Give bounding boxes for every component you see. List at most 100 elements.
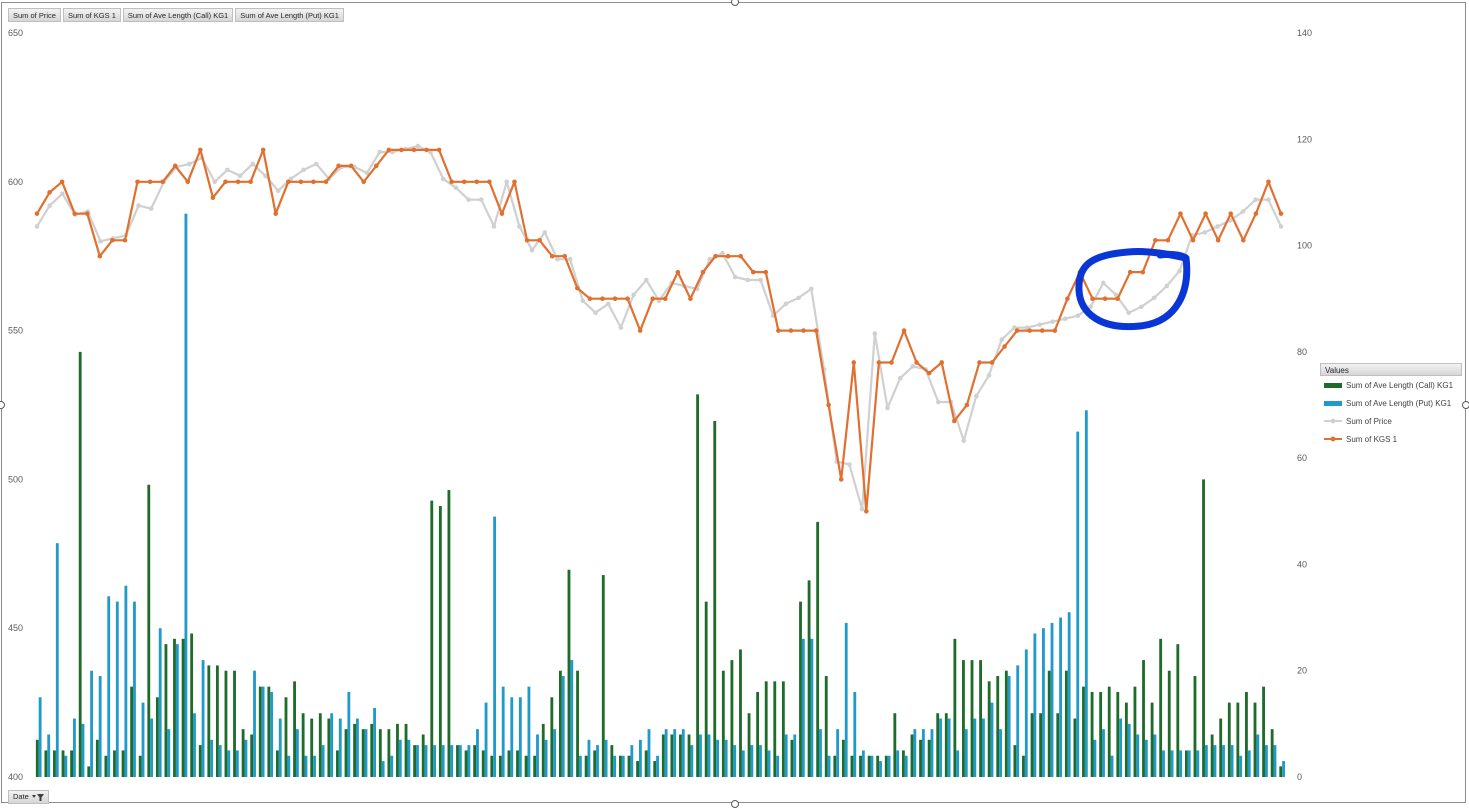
- point-kgs1: [612, 296, 618, 302]
- bar-call: [1159, 638, 1163, 777]
- bar-call: [576, 670, 579, 777]
- point-price: [136, 203, 141, 208]
- bar-put: [853, 691, 857, 777]
- point-price: [275, 188, 281, 194]
- bar-put: [1016, 665, 1020, 777]
- point-kgs1: [97, 253, 103, 259]
- point-price: [34, 224, 40, 229]
- point-kgs1: [914, 360, 919, 365]
- bar-call: [1030, 713, 1034, 777]
- bar-call: [318, 713, 322, 777]
- bar-put: [596, 745, 599, 777]
- bar-call: [353, 723, 357, 777]
- bar-put: [1179, 750, 1183, 777]
- bar-put: [1213, 745, 1217, 777]
- bar-call: [687, 734, 691, 777]
- bar-put: [587, 739, 591, 777]
- bar-put: [1187, 750, 1191, 777]
- bar-put: [330, 713, 334, 777]
- bar-call: [927, 739, 931, 777]
- bar-put: [1230, 745, 1234, 777]
- date-filter-button[interactable]: Date: [8, 790, 49, 804]
- point-price: [935, 399, 941, 405]
- point-price: [478, 197, 484, 202]
- bar-put: [227, 750, 231, 777]
- bar-call: [207, 665, 211, 777]
- point-price: [745, 277, 751, 283]
- bar-call: [1116, 691, 1120, 777]
- bar-call: [816, 521, 820, 777]
- bar-put: [158, 628, 162, 777]
- point-price: [631, 292, 636, 298]
- line-series: [34, 143, 1284, 514]
- bar-call: [850, 755, 854, 777]
- bar-call: [859, 755, 862, 777]
- bar-call: [893, 713, 897, 777]
- bar-call: [78, 351, 82, 777]
- bar-call: [1133, 686, 1137, 777]
- bar-call: [516, 750, 519, 777]
- bar-call: [198, 745, 202, 777]
- point-kgs1: [675, 269, 681, 275]
- point-price: [1088, 304, 1093, 310]
- bar-call: [1039, 713, 1043, 777]
- bar-put: [1264, 745, 1268, 777]
- legend-item-call[interactable]: Sum of Ave Length (Call) KG1: [1320, 376, 1462, 394]
- point-kgs1: [1052, 328, 1058, 333]
- legend-item-kgs1[interactable]: Sum of KGS 1: [1320, 430, 1462, 448]
- legend-item-price[interactable]: Sum of Price: [1320, 412, 1462, 430]
- bar-call: [138, 755, 142, 777]
- point-price: [225, 167, 230, 173]
- point-price: [301, 167, 306, 173]
- point-kgs1: [637, 328, 643, 333]
- bar-call: [1090, 691, 1094, 777]
- bar-call: [35, 739, 39, 777]
- bar-call: [464, 750, 468, 777]
- bar-call: [224, 670, 228, 777]
- bar-call: [584, 755, 588, 777]
- bar-put: [621, 755, 625, 777]
- bar-put: [1042, 628, 1045, 777]
- field-button-put[interactable]: Sum of Ave Length (Put) KG1: [235, 8, 344, 22]
- point-price: [1202, 230, 1208, 235]
- point-price: [1177, 268, 1182, 274]
- resize-handle-left[interactable]: [0, 401, 5, 409]
- field-button-kgs1[interactable]: Sum of KGS 1: [62, 8, 121, 22]
- bar-put: [561, 676, 565, 777]
- field-button-price[interactable]: Sum of Price: [8, 8, 61, 22]
- bar-put: [476, 729, 479, 777]
- point-price: [897, 375, 903, 381]
- bar-put: [1153, 734, 1157, 777]
- bar-call: [704, 601, 708, 777]
- bar-put: [784, 734, 788, 777]
- point-price: [453, 185, 459, 191]
- bar-put: [1273, 745, 1277, 777]
- bar-call: [104, 755, 108, 777]
- bar-put: [810, 638, 814, 777]
- bar-call: [370, 723, 374, 777]
- bar-call: [533, 755, 537, 777]
- bar-put: [1127, 723, 1131, 777]
- bar-put: [193, 713, 196, 777]
- point-price: [529, 247, 535, 253]
- point-kgs1: [34, 211, 40, 216]
- bar-put: [767, 750, 771, 777]
- bar-put: [356, 718, 359, 777]
- bar-call: [404, 723, 408, 777]
- legend-title[interactable]: Values: [1320, 363, 1462, 376]
- field-button-call[interactable]: Sum of Ave Length (Call) KG1: [122, 8, 234, 22]
- legend-item-put[interactable]: Sum of Ave Length (Put) KG1: [1320, 394, 1462, 412]
- bar-call: [215, 665, 219, 777]
- bar-call: [164, 644, 168, 777]
- bar-call: [661, 734, 665, 777]
- bar-call: [507, 750, 511, 777]
- point-kgs1: [700, 269, 706, 275]
- point-kgs1: [1190, 237, 1196, 243]
- bar-call: [293, 681, 296, 777]
- left-axis-tick-label: 500: [8, 474, 23, 484]
- resize-handle-right[interactable]: [1462, 401, 1469, 409]
- bar-call: [644, 750, 648, 777]
- resize-handle-top[interactable]: [731, 0, 739, 6]
- bar-put: [175, 644, 179, 777]
- bar-series: [35, 213, 1285, 777]
